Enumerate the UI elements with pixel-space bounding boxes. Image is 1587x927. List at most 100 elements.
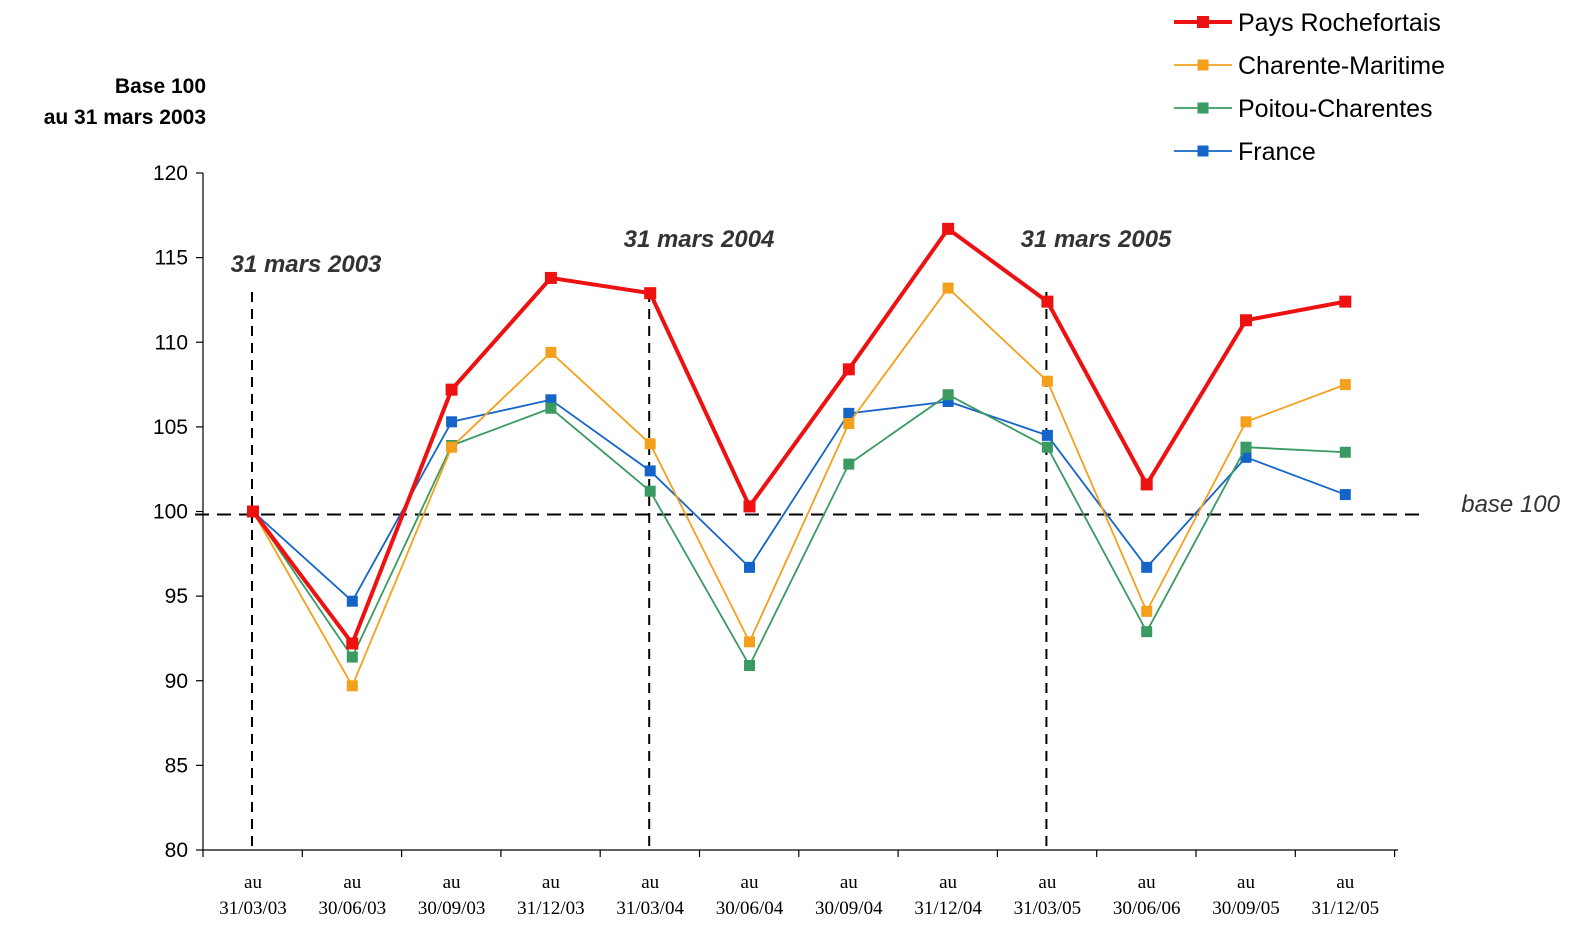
date-marker-label: 31 mars 2003 [231, 251, 382, 278]
x-tick-label: au [1038, 872, 1056, 893]
data-point [247, 505, 259, 518]
data-point [842, 363, 855, 376]
legend-swatch-marker [1197, 59, 1209, 71]
legend-label: Pays Rochefortais [1238, 9, 1441, 37]
data-point [446, 416, 458, 428]
data-point [1041, 295, 1054, 308]
data-point [1041, 375, 1053, 387]
data-point [1339, 446, 1351, 458]
y-tick-label: 100 [153, 501, 188, 524]
data-point [346, 651, 358, 663]
data-point [446, 441, 458, 453]
data-point [843, 458, 855, 470]
data-point [1339, 489, 1351, 501]
x-tick-label: au [343, 872, 361, 893]
data-point [545, 346, 557, 358]
data-point [942, 222, 955, 235]
data-point [942, 282, 954, 294]
data-point [1141, 561, 1153, 573]
data-point [1339, 295, 1352, 308]
data-point [843, 407, 855, 419]
x-tick-label: 30/06/04 [716, 898, 784, 919]
x-tick-label: au [1336, 872, 1354, 893]
data-point [1141, 626, 1153, 638]
y-tick-label: 120 [153, 162, 188, 185]
series-line [251, 226, 1346, 646]
x-tick-label: au [443, 872, 461, 893]
x-tick-label: au [939, 872, 957, 893]
series-line [252, 287, 1346, 687]
y-tick-label: 85 [165, 754, 188, 777]
legend: Pays Rochefortais Charente-Maritime Poitou… [1174, 9, 1445, 166]
series-line [252, 393, 1346, 667]
series-group [247, 222, 1352, 692]
data-point [1240, 441, 1252, 453]
x-tick-label: 31/03/05 [1014, 898, 1082, 919]
legend-swatch-marker [1197, 16, 1209, 28]
date-marker-label: 31 mars 2005 [1021, 226, 1172, 253]
data-point [1240, 314, 1252, 327]
x-tick-label: 31/12/05 [1312, 898, 1380, 919]
x-tick-label: 30/06/06 [1113, 898, 1181, 919]
x-tick-label: au [741, 872, 759, 893]
date-marker-label: 31 mars 2004 [624, 226, 775, 253]
data-point [346, 637, 359, 650]
data-point [545, 394, 557, 406]
legend-label: Poitou-Charentes [1238, 95, 1433, 123]
data-point [445, 383, 458, 396]
data-point [644, 287, 657, 300]
data-point [1041, 441, 1053, 453]
series-line [252, 398, 1346, 603]
x-tick-label: 31/12/03 [517, 898, 585, 919]
data-point [1041, 429, 1053, 441]
x-tick-label: au [244, 872, 262, 893]
x-tick-label: 30/06/03 [319, 898, 387, 919]
data-point [346, 595, 358, 607]
data-point [545, 402, 557, 414]
data-point [346, 680, 358, 692]
x-tick-label: au [542, 872, 560, 893]
data-point [942, 395, 954, 407]
legend-label: Charente-Maritime [1238, 52, 1445, 80]
data-point [843, 417, 855, 429]
y-tick-label: 105 [153, 416, 188, 439]
y-tick-label: 80 [165, 839, 188, 862]
data-point [743, 500, 756, 513]
x-tick-label: 31/12/04 [914, 898, 982, 919]
y-tick-label: 95 [165, 585, 188, 608]
data-point [744, 636, 755, 648]
y-tick-label: 115 [155, 247, 188, 270]
data-point [1240, 416, 1252, 428]
x-tick-label: au [641, 872, 659, 893]
x-tick-label: 30/09/05 [1212, 898, 1280, 919]
data-point [644, 485, 656, 497]
data-point [1141, 605, 1153, 617]
y-tick-label: 90 [165, 670, 188, 693]
data-point [644, 438, 656, 450]
x-tick-label: au [840, 872, 858, 893]
data-point [1339, 379, 1351, 391]
x-tick-label: 31/03/04 [616, 898, 684, 919]
baseline-label: base 100 [1461, 491, 1560, 518]
y-axis-label-line-1: Base 100 [115, 75, 206, 98]
data-point [744, 660, 755, 672]
data-point [1240, 451, 1252, 463]
x-tick-label: au [1237, 872, 1255, 893]
data-point [744, 561, 755, 573]
x-tick-label: au [1138, 872, 1156, 893]
legend-swatch-marker [1197, 102, 1209, 114]
reference-lines: base 100 31 mars 2003 31 mars 2004 31 mars … [195, 226, 1561, 850]
data-point [942, 389, 954, 401]
data-point [544, 271, 557, 284]
x-tick-label: 30/09/03 [418, 898, 486, 919]
legend-swatch-marker [1197, 145, 1209, 157]
data-point [644, 465, 656, 477]
axes: 80 85 90 95 100 105 110 115 120 au 31/03/03 au 30/06… [153, 162, 1398, 919]
legend-label: France [1238, 138, 1316, 166]
y-axis-label-line-2: au 31 mars 2003 [44, 106, 206, 129]
x-tick-label: 30/09/04 [815, 898, 883, 919]
data-point [1140, 478, 1153, 491]
y-tick-label: 110 [155, 331, 188, 354]
x-tick-label: 31/03/03 [219, 898, 287, 919]
